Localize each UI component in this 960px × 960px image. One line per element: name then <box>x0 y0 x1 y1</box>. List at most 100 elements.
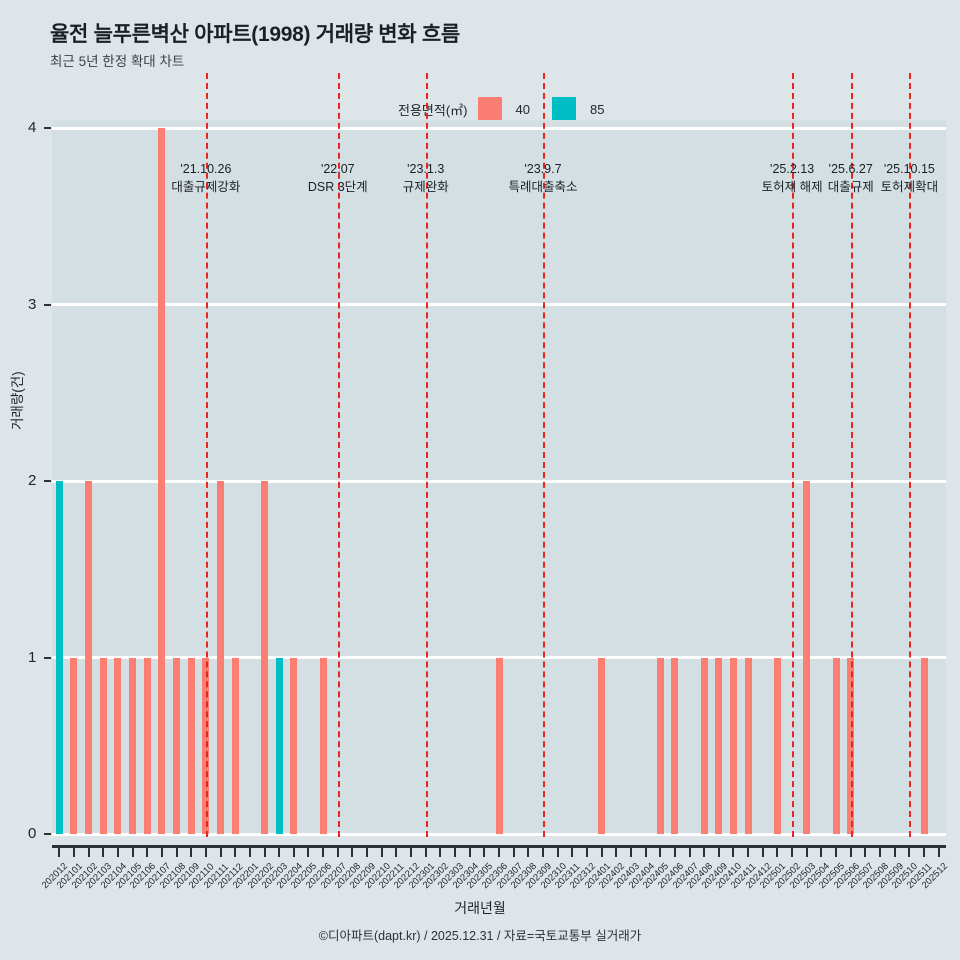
x-tick-202512 <box>937 845 940 857</box>
bar-40-202106[interactable] <box>143 657 151 834</box>
x-tick-202110 <box>204 845 207 857</box>
bar-40-202505[interactable] <box>832 657 840 834</box>
bar-40-202411[interactable] <box>744 657 752 834</box>
x-tick-202304 <box>468 845 471 857</box>
page-subtitle: 최근 5년 한정 확대 차트 <box>50 54 185 69</box>
x-tick-202211 <box>395 845 398 857</box>
event-line-202506 <box>850 73 853 837</box>
x-tick-202401 <box>600 845 603 857</box>
bar-40-202409[interactable] <box>715 657 723 834</box>
x-tick-202412 <box>761 845 764 857</box>
x-tick-202106 <box>146 845 149 857</box>
x-tick-202411 <box>747 845 750 857</box>
x-tick-202105 <box>131 845 134 857</box>
x-tick-202107 <box>160 845 163 857</box>
bar-40-202108[interactable] <box>173 657 181 834</box>
bar-40-202104[interactable] <box>114 657 122 834</box>
bar-40-202410[interactable] <box>729 657 737 834</box>
x-tick-202201 <box>248 845 251 857</box>
annotation-text: 대출규제강화 <box>171 180 241 195</box>
bar-40-202401[interactable] <box>598 657 606 834</box>
x-tick-202509 <box>893 845 896 857</box>
x-tick-202208 <box>351 845 354 857</box>
legend-label-85: 85 <box>589 101 605 117</box>
annotation-202506: '25.6.27 대출규제 <box>828 160 874 196</box>
annotation-202510: '25.10.15 토허제확대 <box>881 160 939 196</box>
x-tick-202305 <box>483 845 486 857</box>
bar-40-202102[interactable] <box>85 481 93 834</box>
annotation-date: '23.9.7 <box>524 162 562 176</box>
bar-85-202203[interactable] <box>275 657 283 834</box>
x-tick-202306 <box>498 845 500 857</box>
bar-40-202105[interactable] <box>129 657 137 834</box>
bar-40-202405[interactable] <box>656 657 664 834</box>
y-tick-mark-0 <box>44 833 51 835</box>
y-axis-title: 거래량(건) <box>10 371 25 430</box>
x-tick-202407 <box>688 845 691 857</box>
x-tick-202103 <box>102 845 105 857</box>
legend: 전용면적(㎡) 40 85 <box>398 97 604 121</box>
x-tick-202109 <box>190 845 193 857</box>
gridline-0 <box>52 832 946 836</box>
annotation-202110: '21.10.26 대출규제강화 <box>171 160 240 196</box>
annotation-202207: '22.07 DSR 3단계 <box>308 160 368 196</box>
bar-40-202408[interactable] <box>700 657 708 834</box>
x-tick-202404 <box>644 845 647 857</box>
bar-40-202101[interactable] <box>70 657 78 834</box>
bar-40-202503[interactable] <box>803 481 811 834</box>
event-line-202502 <box>792 73 795 837</box>
bar-40-202501[interactable] <box>773 657 781 834</box>
x-tick-202508 <box>879 845 882 857</box>
x-tick-202410 <box>732 845 735 857</box>
x-tick-202507 <box>864 845 867 857</box>
bar-40-202206[interactable] <box>319 657 327 834</box>
x-tick-202207 <box>336 845 339 857</box>
page-title: 율전 늘푸른벽산 아파트(1998) 거래량 변화 흐름 <box>50 23 460 46</box>
x-tick-202302 <box>439 845 442 857</box>
x-tick-202409 <box>717 845 720 857</box>
x-tick-202205 <box>307 845 310 857</box>
bar-40-202306[interactable] <box>495 657 503 834</box>
chart-caption: ©디아파트(dapt.kr) / 2025.12.31 / 자료=국토교통부 실… <box>318 929 642 943</box>
x-tick-202102 <box>87 845 90 857</box>
event-line-202309 <box>542 73 545 837</box>
x-tick-202308 <box>527 845 530 857</box>
gridline-4 <box>52 126 946 130</box>
x-tick-202501 <box>776 845 779 857</box>
annotation-text: 규제완화 <box>402 180 449 195</box>
annotation-202301: '23.1.3 규제완화 <box>403 160 449 196</box>
event-line-202207 <box>337 73 340 837</box>
x-tick-202502 <box>791 845 794 857</box>
annotation-date: '23.1.3 <box>407 162 445 176</box>
x-tick-202310 <box>556 845 559 857</box>
plot-area <box>52 73 946 837</box>
x-tick-202312 <box>585 845 588 857</box>
x-tick-202506 <box>849 845 852 857</box>
annotation-202502: '25.2.13 토허제 해제 <box>762 160 823 196</box>
bar-40-202107[interactable] <box>158 128 166 834</box>
event-line-202110 <box>205 73 208 837</box>
annotation-date: '25.2.13 <box>770 162 815 176</box>
x-tick-202311 <box>571 845 574 857</box>
bar-85-202012[interactable] <box>55 481 63 834</box>
x-tick-202504 <box>820 845 823 857</box>
bar-40-202103[interactable] <box>99 657 107 834</box>
annotation-202309: '23.9.7 특례대출축소 <box>508 160 577 196</box>
legend-swatch-85 <box>551 97 576 121</box>
bar-40-202111[interactable] <box>217 481 225 834</box>
bar-40-202109[interactable] <box>187 657 195 834</box>
y-tick-mark-2 <box>44 480 51 482</box>
bar-40-202406[interactable] <box>671 657 679 834</box>
x-tick-202405 <box>659 845 662 857</box>
gridline-3 <box>52 303 946 306</box>
bar-40-202511[interactable] <box>920 657 928 834</box>
annotation-date: '25.6.27 <box>828 162 873 176</box>
x-tick-202212 <box>410 845 413 857</box>
x-axis-title: 거래년월 <box>454 900 506 916</box>
bar-40-202112[interactable] <box>231 657 239 834</box>
bar-40-202204[interactable] <box>290 657 298 834</box>
x-tick-202402 <box>615 845 618 857</box>
event-line-202301 <box>425 73 428 837</box>
bar-40-202202[interactable] <box>261 481 268 834</box>
